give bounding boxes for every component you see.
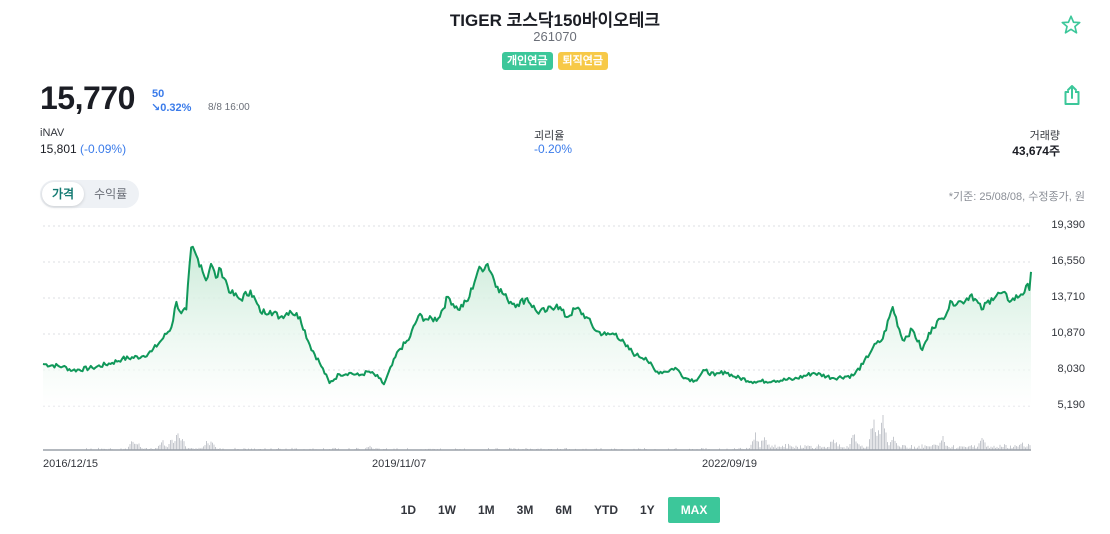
price-area-fill	[43, 246, 1031, 406]
y-axis-tick: 16,550	[1051, 255, 1085, 267]
y-axis-tick: 19,390	[1051, 219, 1085, 231]
volume-bars	[86, 415, 1031, 450]
inav-change: (-0.09%)	[80, 142, 127, 156]
range-1d-button[interactable]: 1D	[400, 503, 416, 517]
x-axis-tick: 2022/09/19	[702, 458, 758, 470]
deviation-value: -0.20%	[534, 142, 573, 156]
pension-badges: 개인연금 퇴직연금	[0, 52, 1110, 70]
deviation-label: 괴리율	[534, 130, 565, 142]
retirement-pension-badge: 퇴직연금	[557, 52, 608, 70]
chart-mode-toggle: 가격 수익률	[40, 180, 140, 208]
price-line	[42, 245, 1032, 386]
current-price: 15,770	[40, 80, 135, 116]
range-ytd-button[interactable]: YTD	[594, 503, 618, 517]
y-axis-tick: 5,190	[1057, 399, 1085, 411]
personal-pension-badge: 개인연금	[502, 52, 553, 70]
quote-timestamp: 8/8 16:00	[208, 102, 250, 113]
y-axis-tick: 10,870	[1051, 327, 1085, 339]
inav-value: 15,801	[40, 142, 77, 156]
star-outline-icon[interactable]	[1060, 14, 1082, 36]
range-6m-button[interactable]: 6M	[555, 503, 572, 517]
volume-label: 거래량	[1029, 130, 1060, 142]
tab-price[interactable]: 가격	[42, 182, 85, 206]
price-change-percent: ↘0.32%	[151, 102, 192, 114]
x-axis-tick: 2019/11/07	[372, 458, 427, 470]
range-1w-button[interactable]: 1W	[437, 503, 456, 517]
inav-label: iNAV	[40, 127, 65, 139]
range-selector: 1D 1W 1M 3M 6M YTD 1Y MAX	[0, 497, 1110, 523]
range-1y-button[interactable]: 1Y	[640, 503, 655, 517]
y-axis-tick: 8,030	[1057, 363, 1085, 375]
chart-basis-note: *기준: 25/08/08, 수정종가, 원	[948, 191, 1085, 203]
y-axis-tick: 13,710	[1051, 291, 1085, 303]
range-1m-button[interactable]: 1M	[477, 503, 495, 517]
range-3m-button[interactable]: 3M	[516, 503, 534, 517]
tab-return[interactable]: 수익률	[94, 187, 128, 201]
etf-code: 261070	[533, 29, 577, 44]
inav-value-group: 15,801 (-0.09%)	[40, 142, 126, 156]
share-icon[interactable]	[1063, 84, 1081, 106]
x-axis-tick: 2016/12/15	[43, 458, 99, 470]
range-max-button[interactable]: MAX	[667, 497, 721, 523]
price-change-amount: 50	[152, 88, 165, 100]
etf-title: TIGER 코스닥150바이오테크	[449, 11, 661, 30]
volume-value: 43,674주	[1012, 144, 1060, 158]
price-chart[interactable]	[0, 210, 1110, 480]
